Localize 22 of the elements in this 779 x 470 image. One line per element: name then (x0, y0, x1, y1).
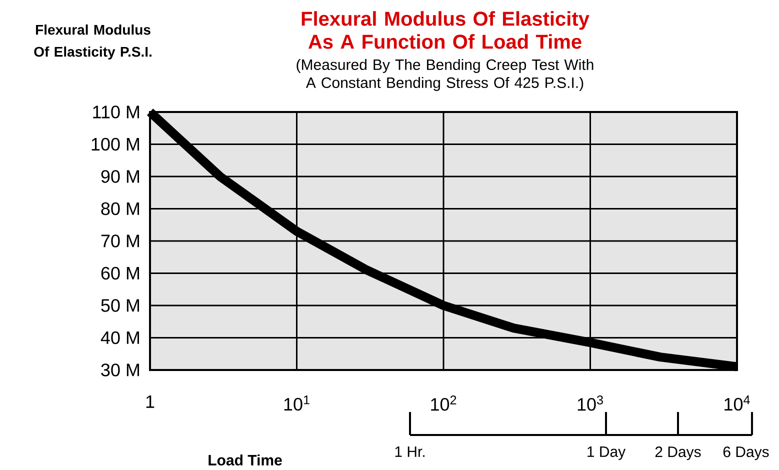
y-tick-label: 70 M (101, 234, 139, 248)
y-tick-label: 40 M (100, 331, 139, 344)
x-tick-label: 10$^{3}$ (578, 396, 603, 411)
text: 1 Hr. (395, 446, 424, 457)
y-tick-label: 50 M (101, 299, 139, 312)
text: 6 Days (723, 446, 769, 460)
y-tick-label: 80 M (101, 202, 139, 216)
x-tick-label: 10$^{1}$ (284, 396, 310, 411)
text: 1 Day (588, 446, 626, 460)
y-tick-label: 100 M (92, 138, 139, 151)
chart-title: Flexural Modulus Of Elasticity As A Function Of Load Time (302, 11, 590, 49)
x-tick-label: 10$^{2}$ (431, 396, 456, 411)
y-tick-label: 90 M (101, 170, 139, 183)
y-tick-label: 60 M (101, 266, 139, 280)
x-tick-label: 10$^{4}$ (724, 396, 750, 411)
y-axis-title: Flexural Modulus Of Elasticity P.S.I. (34, 24, 152, 60)
x-tick-label: 1 (146, 396, 154, 408)
text: 2 Days (655, 446, 701, 460)
x-axis-title: Load Time (208, 454, 282, 466)
y-tick-label: 110 M (93, 106, 139, 118)
y-tick-label: 30 M (101, 364, 139, 376)
chart-subtitle: (Measured By The Bending Creep Test With A Constant Bending Stress Of 425 P.S.I.) (296, 59, 594, 91)
